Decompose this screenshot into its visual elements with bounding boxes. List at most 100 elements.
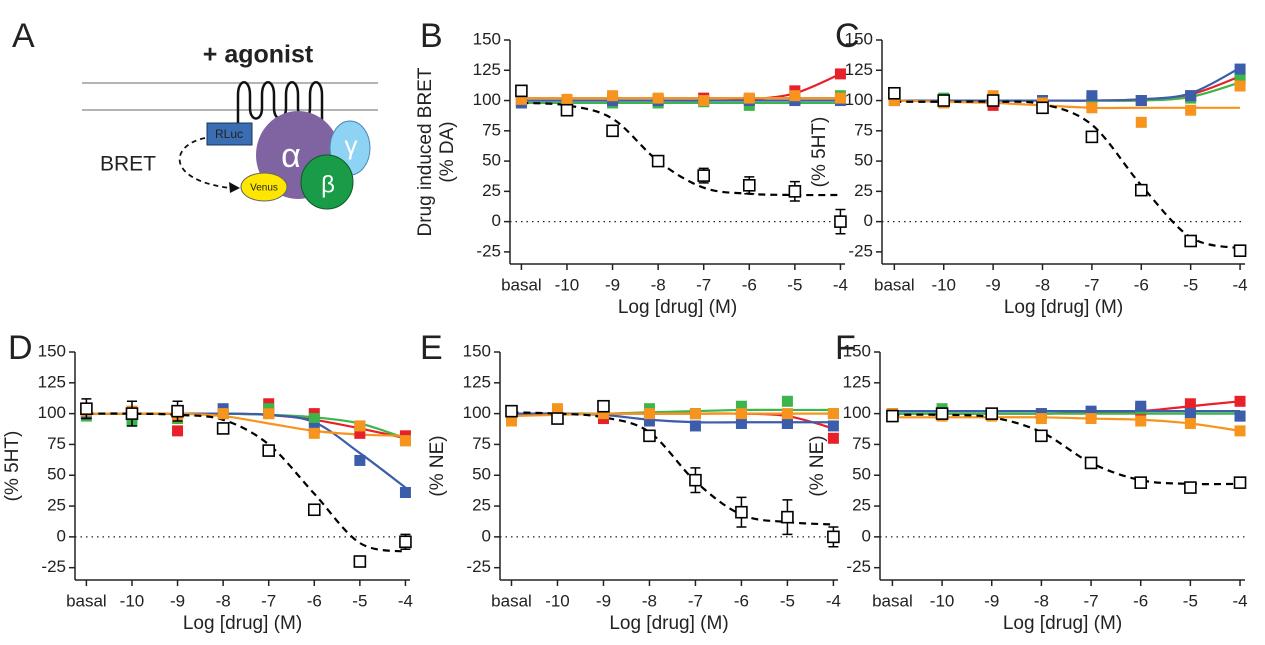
data-point xyxy=(1233,476,1247,489)
y-tick-label: 50 xyxy=(852,465,871,484)
x-tick-label: -6 xyxy=(307,591,322,610)
data-point xyxy=(505,415,517,427)
x-tick-label: basal xyxy=(491,591,532,610)
x-tick-label: -7 xyxy=(696,275,711,294)
x-tick-label: -7 xyxy=(261,591,276,610)
x-tick-label: -9 xyxy=(596,591,611,610)
data-point xyxy=(1184,417,1196,429)
y-tick-label: 125 xyxy=(38,372,66,391)
x-tick-label: -4 xyxy=(833,275,848,294)
data-point xyxy=(597,399,610,413)
x-tick-label: -5 xyxy=(352,591,367,610)
data-point xyxy=(560,103,574,117)
y-tick-label: 25 xyxy=(482,181,501,200)
x-tick-label: -7 xyxy=(688,591,703,610)
data-point xyxy=(1085,405,1097,417)
y-tick-label: 75 xyxy=(852,434,871,453)
x-axis-label: Log [drug] (M) xyxy=(1004,297,1123,318)
data-point xyxy=(307,503,321,517)
data-point xyxy=(171,404,184,418)
panel-letter: B xyxy=(420,17,443,55)
data-point xyxy=(698,95,710,107)
panel-letter: F xyxy=(835,329,856,367)
x-tick-label: -9 xyxy=(984,591,999,610)
data-point xyxy=(985,407,999,420)
bret-arrow xyxy=(178,137,231,189)
data-point xyxy=(735,417,747,429)
data-point xyxy=(986,94,1000,107)
bret-label: BRET xyxy=(100,153,156,176)
data-point xyxy=(262,444,276,457)
data-point xyxy=(1234,425,1246,437)
x-tick-label: -6 xyxy=(734,591,749,610)
data-point xyxy=(125,407,139,420)
data-point xyxy=(1086,90,1098,102)
x-tick-label: -9 xyxy=(986,275,1001,294)
data-point xyxy=(353,555,367,568)
diagram: A + agonist RLuc α β γ Venus BRET xyxy=(12,17,378,210)
gamma-label: γ xyxy=(345,130,358,160)
x-tick-label: -8 xyxy=(1035,275,1050,294)
data-point xyxy=(888,86,901,100)
chart: C -25 0 25 50 75 100 125 150 basal -10 -9 -8 -7 -6 -5 -4… xyxy=(809,17,1248,318)
x-tick-label: -8 xyxy=(642,591,657,610)
y-tick-label: 100 xyxy=(843,403,871,422)
x-tick-label: -9 xyxy=(605,275,620,294)
data-point xyxy=(1086,102,1098,114)
data-point xyxy=(1135,400,1147,412)
chart: E -25 0 25 50 75 100 125 150 basal -10 -9 -8 -7 -6 -5 -4… xyxy=(420,329,841,634)
chart: D -25 0 25 50 75 100 125 150 basal -10 -9 -8 -7 -6 -5 -4… xyxy=(2,329,413,634)
x-tick-label: -10 xyxy=(931,275,956,294)
x-tick-label: -5 xyxy=(1183,275,1198,294)
data-point xyxy=(742,178,756,192)
data-point xyxy=(735,408,747,420)
x-tick-label: basal xyxy=(872,591,913,610)
y-axis-label: (% NE) xyxy=(427,435,448,496)
data-point xyxy=(551,403,563,415)
data-point xyxy=(1085,130,1099,144)
data-point xyxy=(1234,410,1246,422)
y-tick-label: 100 xyxy=(463,403,491,422)
y-tick-label: 125 xyxy=(845,60,873,79)
y-tick-label: 75 xyxy=(854,120,873,139)
data-point xyxy=(597,408,609,420)
venus xyxy=(240,172,288,202)
venus-label: Venus xyxy=(250,183,278,194)
data-point xyxy=(827,420,839,432)
data-point xyxy=(607,90,619,102)
data-point xyxy=(80,402,93,415)
y-tick-label: 0 xyxy=(864,211,873,230)
data-point xyxy=(1234,395,1246,407)
data-point xyxy=(937,94,951,107)
y-tick-label: -25 xyxy=(41,557,66,576)
chart: B -25 0 25 50 75 100 125 150 basal -10 -9 -8 -7 -6 -5 -4… xyxy=(415,17,848,318)
y-tick-label: -25 xyxy=(476,241,501,260)
data-point xyxy=(643,408,655,420)
data-point xyxy=(689,420,701,432)
data-point xyxy=(743,92,755,104)
data-point xyxy=(551,412,564,425)
panel-letter: A xyxy=(12,17,35,55)
y-tick-label: 150 xyxy=(843,341,871,360)
chart: F -25 0 25 50 75 100 125 150 basal -10 -9 -8 -7 -6 -5 -4… xyxy=(807,329,1248,634)
x-axis-label: Log [drug] (M) xyxy=(618,297,737,318)
y-axis-label: (% 5HT) xyxy=(809,117,830,188)
data-point xyxy=(781,395,793,407)
data-point xyxy=(1234,63,1246,75)
y-tick-label: 25 xyxy=(852,496,871,515)
y-tick-label: 25 xyxy=(854,181,873,200)
data-point xyxy=(827,432,839,444)
data-point xyxy=(1036,101,1049,115)
x-tick-label: -10 xyxy=(545,591,570,610)
data-point xyxy=(888,95,900,107)
data-point xyxy=(651,154,665,168)
data-point xyxy=(886,409,899,423)
data-point xyxy=(834,68,846,80)
data-point xyxy=(781,510,794,524)
y-tick-label: 0 xyxy=(862,526,871,545)
x-tick-label: -5 xyxy=(780,591,795,610)
data-point xyxy=(643,415,655,427)
alpha-label: α xyxy=(281,137,301,175)
data-point xyxy=(781,417,793,429)
y-axis-label: Drug induced BRET xyxy=(415,67,436,236)
